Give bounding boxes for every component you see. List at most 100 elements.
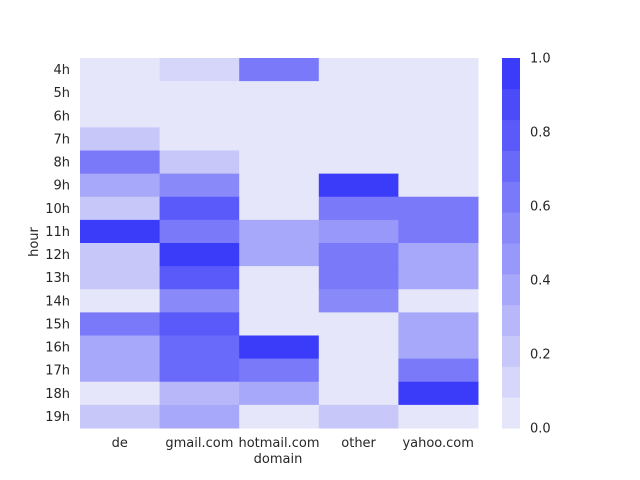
x-tick-label: gmail.com [165, 436, 233, 451]
heatmap-cell [239, 173, 320, 198]
heatmap-cell [159, 173, 240, 198]
colorbar-segment [502, 397, 520, 429]
heatmap-cell [80, 358, 161, 383]
heatmap-cell [398, 127, 479, 152]
heatmap-cell [239, 127, 320, 152]
heatmap-cell [318, 173, 399, 198]
heatmap-cell [239, 381, 320, 406]
y-axis-label: hour [27, 226, 42, 256]
heatmap-cell [80, 266, 161, 290]
heatmap-cell [159, 404, 240, 429]
colorbar-segment [502, 58, 520, 90]
y-tick-label: 8h [53, 156, 70, 171]
heatmap-cell [159, 104, 240, 128]
heatmap-cell [159, 358, 240, 383]
y-tick-label: 12h [45, 248, 70, 263]
heatmap-cell [80, 104, 161, 128]
colorbar-segment [502, 335, 520, 367]
colorbar-tick-label: 0.0 [530, 422, 551, 437]
heatmap-cell [80, 150, 161, 175]
heatmap-cell [159, 335, 240, 360]
heatmap-cell [398, 243, 479, 267]
heatmap-cell [318, 312, 399, 337]
heatmap-cell [398, 404, 479, 429]
heatmap-cell [239, 81, 320, 105]
heatmap-cell [159, 196, 240, 221]
heatmap-cell [239, 219, 320, 244]
x-axis-label: domain [254, 452, 303, 467]
heatmap-cell [318, 404, 399, 429]
heatmap-cell [398, 173, 479, 198]
heatmap-cell [159, 243, 240, 267]
heatmap-cell [239, 312, 320, 337]
heatmap-cell [318, 266, 399, 290]
y-tick-label: 7h [53, 132, 70, 147]
heatmap-cell [239, 266, 320, 290]
heatmap-cell [318, 219, 399, 244]
heatmap-cell [318, 150, 399, 175]
heatmap-cell [80, 404, 161, 429]
colorbar-segment [502, 181, 520, 213]
heatmap-cell [318, 127, 399, 152]
heatmap-cell [239, 358, 320, 383]
y-tick-label: 18h [45, 387, 70, 402]
heatmap-cell [239, 58, 320, 82]
y-tick-labels: 4h 5h 6h 7h 8h 9h 10h 11h 12h 13h 14h 15h 16h 17h 18h 1… [45, 63, 70, 425]
heatmap-cell [159, 289, 240, 313]
heatmap-cell [80, 312, 161, 337]
heatmap-cell [398, 81, 479, 105]
heatmap-cell [398, 312, 479, 337]
y-tick-label: 16h [45, 341, 70, 356]
heatmap-cell [398, 289, 479, 313]
heatmap-cell [80, 219, 161, 244]
colorbar-tick-label: 0.8 [530, 126, 551, 141]
colorbar-segment [502, 243, 520, 275]
heatmap-cell [159, 127, 240, 152]
y-tick-label: 13h [45, 271, 70, 286]
heatmap-cell [398, 58, 479, 82]
heatmap-cell [398, 104, 479, 128]
heatmap-cell [318, 289, 399, 313]
colorbar-segment [502, 119, 520, 151]
y-tick-label: 15h [45, 317, 70, 332]
heatmap-cell [318, 243, 399, 267]
heatmap-cell [80, 335, 161, 360]
y-tick-label: 10h [45, 202, 70, 217]
heatmap-cell [239, 335, 320, 360]
heatmap-cell [239, 404, 320, 429]
x-tick-label: de [112, 436, 128, 451]
heatmap-cell [398, 196, 479, 221]
colorbar-segment [502, 304, 520, 336]
heatmap-cell [318, 81, 399, 105]
heatmap-cells [80, 58, 479, 429]
heatmap-cell [80, 81, 161, 105]
heatmap-cell [318, 196, 399, 221]
heatmap-cell [398, 381, 479, 406]
heatmap-cell [239, 196, 320, 221]
heatmap-cell [318, 58, 399, 82]
heatmap-cell [80, 196, 161, 221]
x-tick-label: hotmail.com [238, 436, 319, 451]
heatmap-cell [398, 219, 479, 244]
heatmap-cell [159, 312, 240, 337]
y-tick-label: 17h [45, 364, 70, 379]
heatmap-cell [318, 335, 399, 360]
y-tick-label: 19h [45, 410, 70, 425]
x-tick-label: other [341, 436, 376, 451]
y-tick-label: 11h [45, 225, 70, 240]
heatmap-cell [80, 127, 161, 152]
y-tick-label: 4h [53, 63, 70, 78]
heatmap-cell [318, 358, 399, 383]
colorbar [502, 58, 520, 429]
y-tick-label: 6h [53, 109, 70, 124]
heatmap-cell [318, 104, 399, 128]
heatmap-cell [398, 358, 479, 383]
heatmap-cell [239, 289, 320, 313]
heatmap-cell [398, 150, 479, 175]
colorbar-segment [502, 150, 520, 182]
x-tick-labels: de gmail.com hotmail.com other yahoo.com [112, 436, 474, 451]
heatmap-cell [159, 58, 240, 82]
heatmap-cell [80, 243, 161, 267]
x-tick-label: yahoo.com [402, 436, 473, 451]
